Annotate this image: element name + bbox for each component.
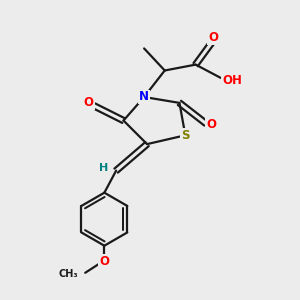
- Text: H: H: [99, 163, 108, 173]
- Text: N: N: [139, 91, 149, 103]
- Text: O: O: [208, 31, 218, 44]
- Text: O: O: [206, 118, 216, 131]
- Text: S: S: [181, 129, 190, 142]
- Text: OH: OH: [222, 74, 242, 87]
- Text: CH₃: CH₃: [58, 269, 78, 279]
- Text: O: O: [84, 96, 94, 109]
- Text: O: O: [99, 255, 110, 268]
